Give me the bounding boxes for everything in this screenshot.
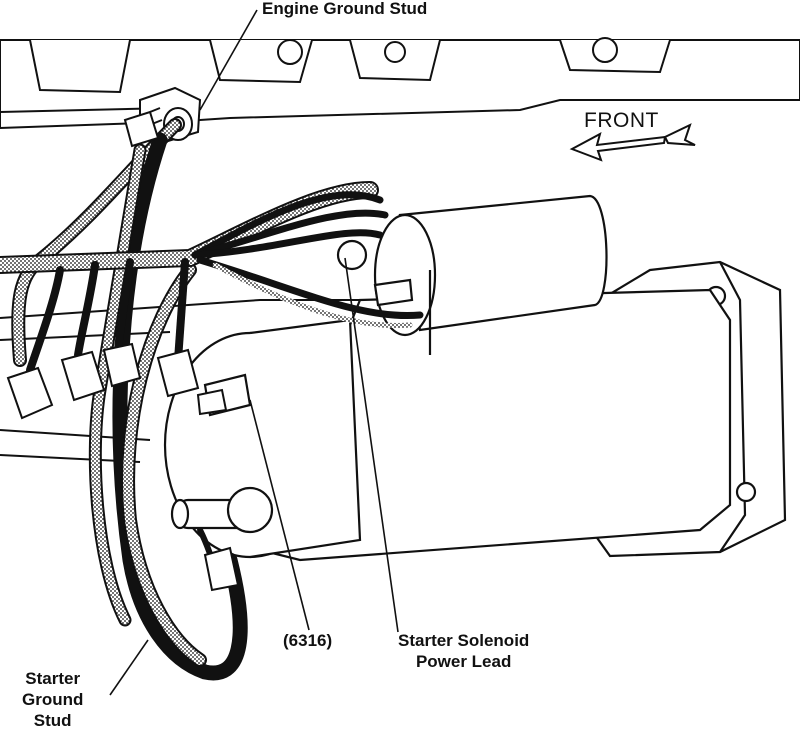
harness-connectors <box>6 110 240 592</box>
engine-ground-stud-label: Engine Ground Stud <box>262 0 428 18</box>
front-arrow-icon <box>569 123 696 162</box>
starter-ground-stud-label: Starter Ground Stud <box>22 669 84 730</box>
part-number-label: (6316) <box>283 631 333 650</box>
front-direction-label: FRONT <box>584 109 659 132</box>
starter-solenoid-power-lead-label: Starter Solenoid Power Lead <box>398 631 530 671</box>
engine-block <box>0 37 800 130</box>
leader-lines <box>109 9 399 696</box>
harness-cables <box>0 118 424 681</box>
